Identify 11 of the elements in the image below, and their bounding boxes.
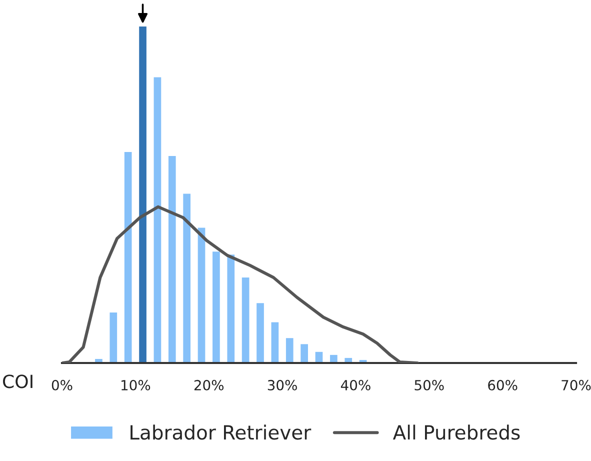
x-tick-label: 70% [562, 380, 591, 390]
legend-label: Labrador Retriever [130, 424, 312, 440]
x-tick-label: 50% [414, 380, 444, 390]
x-tick-label: 40% [340, 380, 370, 390]
x-tick-label: 10% [122, 380, 150, 390]
x-axis-title: COI [3, 374, 32, 388]
x-tick-label: 30% [268, 380, 297, 390]
x-tick-label: 20% [194, 380, 224, 390]
x-tick-label: 0% [52, 380, 72, 390]
legend-label: All Purebreds [392, 424, 520, 440]
x-tick-label: 60% [488, 380, 518, 390]
